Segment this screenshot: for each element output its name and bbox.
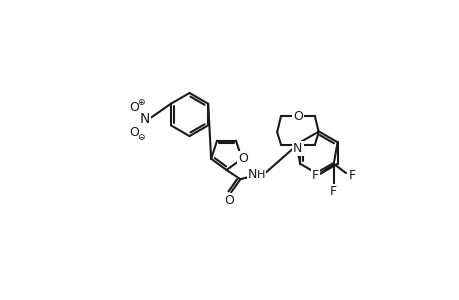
Text: O: O xyxy=(129,101,139,114)
Text: N: N xyxy=(140,112,150,126)
Text: F: F xyxy=(311,169,318,182)
Text: F: F xyxy=(348,169,355,182)
Text: N: N xyxy=(247,168,257,181)
Text: O: O xyxy=(292,110,302,123)
Text: F: F xyxy=(330,185,336,198)
Text: H: H xyxy=(257,169,265,180)
Text: N: N xyxy=(292,142,302,155)
Text: O: O xyxy=(129,126,139,139)
Text: ⊕: ⊕ xyxy=(137,98,145,107)
Text: ⊖: ⊖ xyxy=(137,133,145,142)
Text: O: O xyxy=(224,194,234,207)
Text: O: O xyxy=(238,152,248,165)
